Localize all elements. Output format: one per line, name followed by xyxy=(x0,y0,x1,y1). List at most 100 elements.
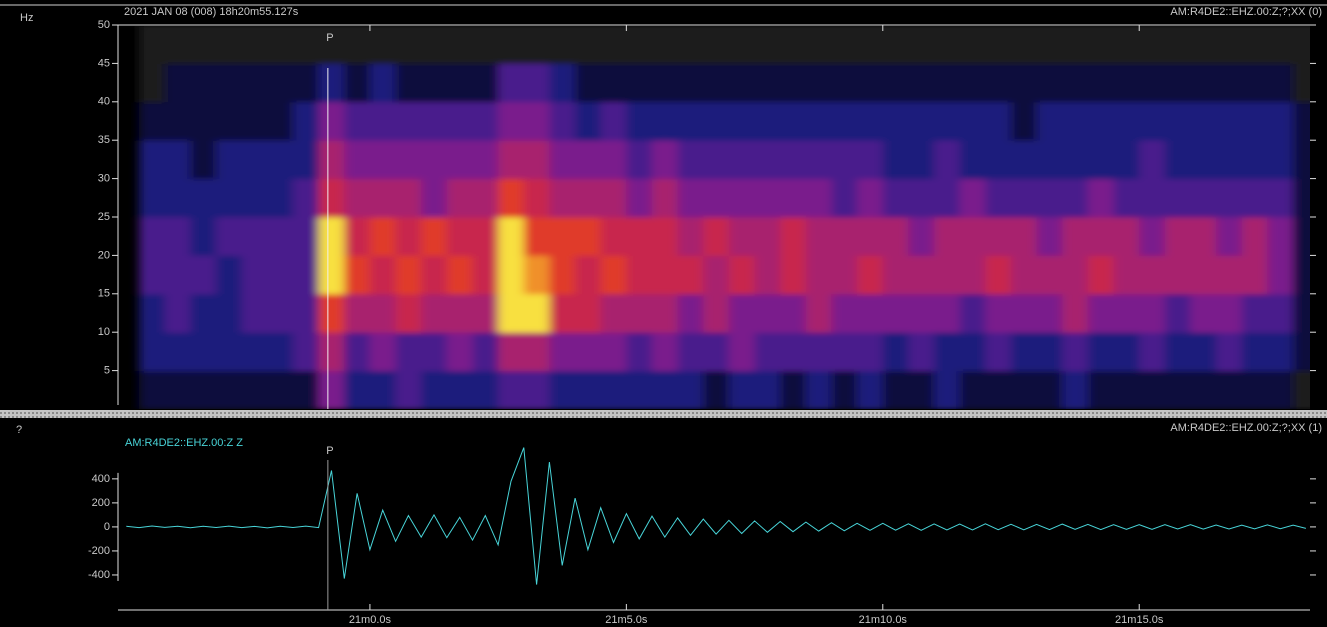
spectrogram-cell xyxy=(857,370,884,409)
spectrogram-cell xyxy=(241,178,268,218)
spectrogram-cell xyxy=(575,140,602,180)
spectrogram-cell xyxy=(241,63,268,103)
spectrogram-cell xyxy=(1113,332,1140,372)
spectrogram-cell xyxy=(985,293,1012,333)
spectrogram-cell xyxy=(754,332,781,372)
spectrogram-cell xyxy=(1164,140,1192,180)
spectrogram-cell xyxy=(805,63,832,103)
spectrogram-cell xyxy=(216,178,243,218)
spectrogram-cell xyxy=(959,255,986,295)
spectrogram-cell xyxy=(421,63,448,103)
spectrogram-cell xyxy=(549,370,576,409)
spectrogram-cell xyxy=(626,101,653,141)
spectrogram-cell xyxy=(190,178,217,218)
spectrogram-cell xyxy=(549,63,576,103)
waveform xyxy=(126,447,1307,585)
spectrogram-cell xyxy=(498,293,525,333)
spectrogram-cell xyxy=(1241,332,1268,372)
spectrogram-cell xyxy=(677,178,704,218)
spectrogram-cell xyxy=(344,255,371,295)
spectrogram-cell xyxy=(1267,26,1294,64)
spectrogram-cell xyxy=(754,178,781,218)
spectrogram-cell xyxy=(1087,140,1115,180)
spectrogram-cell xyxy=(292,217,320,256)
spectrogram-cell xyxy=(703,293,730,333)
y-tick-label: 5 xyxy=(104,365,110,377)
spectrogram-cell xyxy=(882,332,909,372)
spectrogram-cell xyxy=(523,332,550,372)
spectrogram-cell xyxy=(575,101,602,141)
spectrogram-cell xyxy=(523,101,550,141)
spectrogram-cell xyxy=(1216,101,1243,141)
spectrogram-cell xyxy=(1164,178,1192,218)
spectrogram-cell xyxy=(498,255,525,295)
spectrogram-cell xyxy=(805,255,832,295)
spectrogram-cell xyxy=(344,178,371,218)
spectrogram-cell xyxy=(1216,332,1243,372)
spectrogram-cell xyxy=(292,101,320,141)
spectrogram-cell xyxy=(857,63,884,103)
spectrogram-cell xyxy=(934,63,961,103)
spectrogram-cell xyxy=(703,178,730,218)
spectrogram-cell xyxy=(369,217,397,256)
spectrogram-cell xyxy=(1216,26,1243,64)
spectrogram-cell xyxy=(190,101,217,141)
spectrogram-cell xyxy=(1113,293,1140,333)
spectrogram-cell xyxy=(139,370,166,409)
spectrogram-cell xyxy=(216,217,243,256)
spectrogram-cell xyxy=(1267,293,1294,333)
spectrogram-cell xyxy=(626,63,653,103)
spectrogram-cell xyxy=(1293,140,1310,180)
spectrogram-cell xyxy=(216,63,243,103)
spectrogram-cell xyxy=(1241,293,1268,333)
spectrogram-cell xyxy=(959,178,986,218)
spectrogram-cell xyxy=(1241,255,1268,295)
y-tick-label: 0 xyxy=(104,521,110,533)
spectrogram-cell xyxy=(934,140,961,180)
spectrogram-cell xyxy=(421,26,448,64)
spectrogram-cell xyxy=(164,255,191,295)
y-tick-label: -400 xyxy=(88,569,110,581)
spectrogram-cell xyxy=(908,332,935,372)
spectrogram-cell xyxy=(651,63,679,103)
spectrogram-cell xyxy=(600,255,627,295)
spectrogram-cell xyxy=(241,293,268,333)
spectrogram-cell xyxy=(1164,332,1192,372)
spectrogram-cell xyxy=(728,26,756,64)
panel-divider[interactable] xyxy=(0,410,1327,418)
spectrogram-cell xyxy=(446,140,473,180)
spectrogram-cell xyxy=(857,255,884,295)
spectrogram-cell xyxy=(600,140,627,180)
spectrogram-cell xyxy=(651,370,679,409)
spectrogram-cell xyxy=(908,63,935,103)
spectrogram-cell xyxy=(216,101,243,141)
spectrogram-cell xyxy=(344,63,371,103)
spectrogram-cell xyxy=(1164,26,1192,64)
spectrogram-cell xyxy=(1139,63,1166,103)
spectrogram-cell xyxy=(1164,293,1192,333)
spectrogram-cell xyxy=(780,255,807,295)
spectrogram-cell xyxy=(241,26,268,64)
spectrogram-cell xyxy=(934,217,961,256)
spectrogram-cell xyxy=(549,255,576,295)
spectrogram-cell xyxy=(446,63,473,103)
spectrogram-cell xyxy=(267,178,294,218)
spectrogram-cell xyxy=(164,140,191,180)
spectrogram-cell xyxy=(344,370,371,409)
spectrogram-cell xyxy=(1216,293,1243,333)
y-tick-label: 10 xyxy=(98,326,110,338)
spectrogram-cell xyxy=(703,332,730,372)
spectrogram-cell xyxy=(421,217,448,256)
spectrogram-cell xyxy=(1139,370,1166,409)
spectrogram-cell xyxy=(959,63,986,103)
spectrogram-cell xyxy=(651,332,679,372)
spectrogram-cell xyxy=(600,63,627,103)
spectrogram-cell xyxy=(164,332,191,372)
spectrogram-cell xyxy=(344,332,371,372)
spectrogram-cell xyxy=(1010,140,1038,180)
spectrogram-cell xyxy=(985,217,1012,256)
spectrogram-cell xyxy=(831,101,858,141)
spectrogram-cell xyxy=(882,63,909,103)
spectrogram-cell xyxy=(472,217,499,256)
spectrogram-cell xyxy=(626,26,653,64)
